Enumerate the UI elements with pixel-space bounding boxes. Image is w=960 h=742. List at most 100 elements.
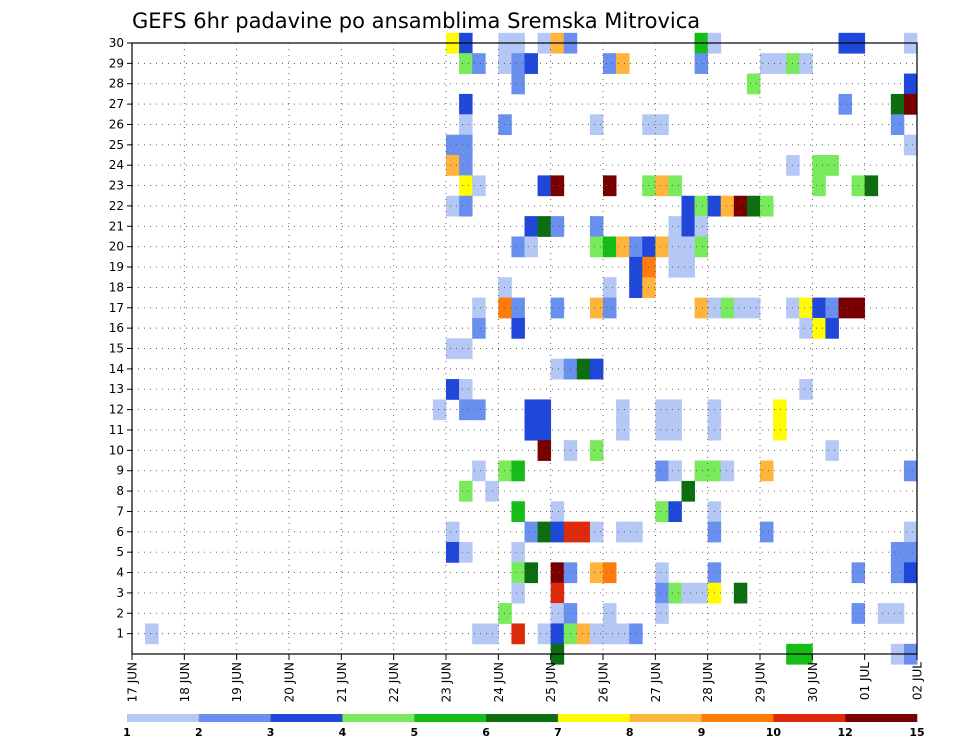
heatmap-cell [812, 317, 826, 339]
colorbar-swatch [701, 714, 774, 722]
heatmap-cell [511, 297, 525, 319]
heatmap-cell [681, 195, 695, 217]
heatmap-cell [524, 521, 538, 543]
heatmap-cell [655, 236, 669, 258]
heatmap-cell [524, 419, 538, 441]
x-tick-label: 30 JUN [806, 662, 820, 702]
heatmap-cell [589, 440, 604, 461]
x-tick-label: 24 JUN [492, 662, 506, 702]
colorbar-label: 7 [554, 726, 562, 739]
heatmap-cell [459, 134, 473, 156]
heatmap-cell [603, 623, 617, 645]
heatmap-cell [799, 53, 813, 74]
heatmap-cell [799, 317, 813, 339]
heatmap-cell [511, 460, 525, 482]
colorbar-swatch [198, 714, 271, 722]
y-tick-label: 29 [109, 56, 124, 70]
colorbar-label: 15 [909, 726, 924, 739]
heatmap-cell [903, 541, 918, 563]
heatmap-cell [589, 216, 604, 237]
heatmap-cell [537, 623, 552, 645]
heatmap-cell [550, 358, 565, 380]
y-tick-label: 4 [116, 566, 124, 580]
heatmap-cell [589, 562, 604, 584]
heatmap-cell [511, 53, 525, 74]
heatmap-cell [681, 582, 695, 604]
heatmap-cell [537, 419, 552, 441]
heatmap-cell [550, 501, 565, 523]
heatmap-cell [694, 236, 709, 258]
heatmap-cell [655, 419, 669, 441]
heatmap-cell [550, 623, 565, 645]
heatmap-cell [733, 582, 748, 604]
heatmap-cell [668, 582, 682, 604]
heatmap-cell [459, 155, 473, 176]
colorbar-swatch [270, 714, 343, 722]
heatmap-cell [668, 175, 682, 197]
y-tick-label: 2 [116, 606, 124, 620]
chart-title: GEFS 6hr padavine po ansamblima Sremska … [132, 9, 700, 33]
heatmap-cell [681, 216, 695, 237]
heatmap-cell [550, 175, 565, 197]
heatmap-cell [603, 562, 617, 584]
colorbar-swatch [486, 714, 559, 722]
heatmap-cell [655, 460, 669, 482]
x-tick-label: 17 JUN [126, 662, 140, 702]
y-tick-label: 7 [116, 504, 124, 518]
heatmap-cell [498, 603, 512, 624]
x-tick-label: 01 JUL [858, 662, 872, 700]
heatmap-cell [812, 175, 826, 197]
heatmap-cell [825, 317, 839, 339]
x-tick-label: 26 JUN [597, 662, 611, 702]
heatmap-cell [589, 297, 604, 319]
y-tick-label: 22 [109, 199, 124, 213]
heatmap-cell [550, 582, 565, 604]
heatmap-cell [524, 399, 538, 421]
y-tick-label: 12 [109, 403, 124, 417]
heatmap-cell [681, 236, 695, 258]
heatmap-cell [720, 460, 735, 482]
heatmap-cell [589, 358, 604, 380]
heatmap-cell [603, 297, 617, 319]
heatmap-cell [655, 114, 669, 136]
y-tick-label: 1 [116, 627, 124, 641]
heatmap-cell [537, 216, 552, 237]
heatmap-cell [694, 460, 709, 482]
heatmap-cell [603, 277, 617, 298]
heatmap-cell [537, 440, 552, 461]
y-tick-label: 15 [109, 342, 124, 356]
heatmap-cell [459, 195, 473, 217]
heatmap-cell [903, 460, 918, 482]
colorbar-swatch [414, 714, 487, 722]
x-tick-label: 27 JUN [649, 662, 663, 702]
heatmap-cell [616, 419, 630, 441]
y-tick-label: 3 [116, 586, 124, 600]
colorbar-swatch [629, 714, 702, 722]
heatmap-cell [511, 236, 525, 258]
heatmap-cell [576, 358, 591, 380]
heatmap-cell [459, 338, 473, 360]
colorbar-label: 2 [195, 726, 203, 739]
heatmap-cell [498, 114, 512, 136]
x-tick-label: 22 JUN [387, 662, 401, 702]
x-tick-label: 02 JUL [911, 662, 925, 700]
heatmap-cell [472, 175, 486, 197]
heatmap-cell [576, 623, 591, 645]
heatmap-cell [890, 93, 905, 115]
heatmap-cell [668, 460, 682, 482]
heatmap-cell [511, 582, 525, 604]
heatmap-cell [145, 623, 159, 645]
x-tick-label: 28 JUN [701, 662, 715, 702]
heatmap-cell [498, 297, 512, 319]
heatmap-cell [773, 399, 787, 421]
heatmap-cell [603, 175, 617, 197]
x-tick-label: 19 JUN [230, 662, 244, 702]
heatmap-cell [446, 541, 460, 563]
heatmap-cell [472, 460, 486, 482]
heatmap-cell [720, 195, 735, 217]
heatmap-cell [655, 175, 669, 197]
heatmap-cell [472, 297, 486, 319]
heatmap-cell [603, 236, 617, 258]
heatmap-cell [903, 93, 918, 115]
heatmap-cell [524, 562, 538, 584]
